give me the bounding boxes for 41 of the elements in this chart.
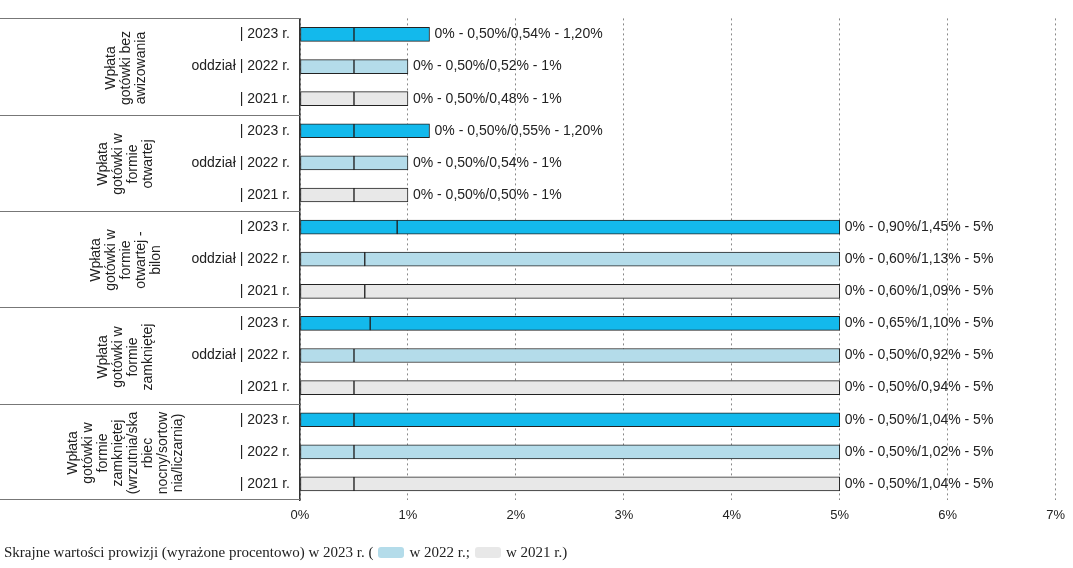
y-tick-label: oddział | 2022 r. — [191, 346, 290, 363]
x-tick-label: 0% — [290, 507, 310, 523]
annotation: 0% - 0,90%/1,45% - 5% — [844, 217, 994, 234]
x-tick-label: 4% — [722, 507, 742, 523]
annotation: 0% - 0,50%/0,48% - 1% — [412, 89, 562, 106]
y-tick-label: | 2021 r. — [239, 282, 290, 299]
annotation: 0% - 0,50%/0,55% - 1,20% — [434, 121, 603, 138]
annotation: 0% - 0,50%/1,02% - 5% — [844, 442, 994, 459]
annotation: 0% - 0,50%/0,50% - 1% — [412, 185, 562, 202]
annotation: 0% - 0,50%/1,04% - 5% — [844, 410, 994, 427]
y-tick-label: | 2023 r. — [239, 121, 290, 138]
x-tick-label: 6% — [938, 507, 958, 523]
annotation: 0% - 0,50%/0,54% - 1,20% — [434, 25, 603, 42]
annotation: 0% - 0,50%/1,04% - 5% — [844, 474, 994, 491]
x-tick-label: 2% — [506, 507, 526, 523]
x-tick-label: 7% — [1046, 507, 1066, 523]
text: w 2022 r.; — [409, 544, 470, 561]
y-tick-label: | 2023 r. — [239, 410, 290, 427]
x-tick-label: 5% — [830, 507, 850, 523]
y-tick-label: oddział | 2022 r. — [191, 153, 290, 170]
y-tick-label: | 2023 r. — [239, 217, 290, 234]
annotation: 0% - 0,50%/0,92% - 5% — [844, 346, 994, 363]
y-tick-label: oddział | 2022 r. — [191, 250, 290, 267]
y-tick-label: oddział | 2022 r. — [191, 57, 290, 74]
x-tick-label: 1% — [398, 507, 418, 523]
y-tick-label: | 2021 r. — [239, 89, 290, 106]
y-tick-label: | 2021 r. — [239, 378, 290, 395]
text: w 2021 r.) — [505, 544, 568, 561]
annotation: 0% - 0,65%/1,10% - 5% — [844, 314, 994, 331]
y-tick-label: | 2023 r. — [239, 25, 290, 42]
annotation: 0% - 0,60%/1,13% - 5% — [844, 250, 994, 267]
y-tick-label: | 2023 r. — [239, 314, 290, 331]
text: Skrajne wartości prowizji (wyrażone procentowo) w 2023 r. ( — [4, 544, 374, 561]
annotation: 0% - 0,60%/1,09% - 5% — [844, 282, 994, 299]
x-tick-label: 3% — [614, 507, 634, 523]
annotation: 0% - 0,50%/0,94% - 5% — [844, 378, 994, 395]
y-tick-label: | 2021 r. — [239, 185, 290, 202]
y-tick-label: | 2021 r. — [239, 474, 290, 491]
annotation: 0% - 0,50%/0,54% - 1% — [412, 153, 562, 170]
annotation: 0% - 0,50%/0,52% - 1% — [412, 57, 562, 74]
y-tick-label: | 2022 r. — [239, 442, 290, 459]
